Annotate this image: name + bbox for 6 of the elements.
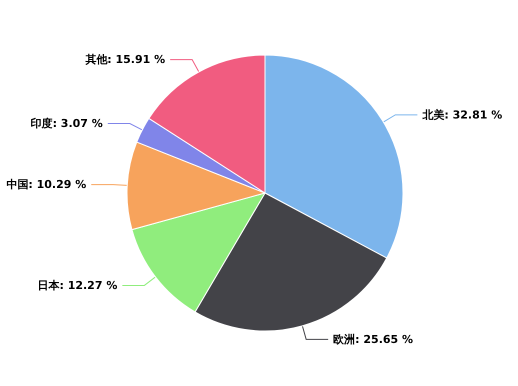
slice-label: 中国: 10.29 %: [6, 178, 86, 192]
slice-label: 其他: 15.91 %: [84, 53, 166, 66]
slice-label: 日本: 12.27 %: [37, 278, 118, 292]
slice-label: 欧洲: 25.65 %: [333, 332, 414, 346]
slice-label: 北美: 32.81 %: [421, 108, 502, 122]
slice-label: 印度: 3.07 %: [30, 117, 103, 130]
